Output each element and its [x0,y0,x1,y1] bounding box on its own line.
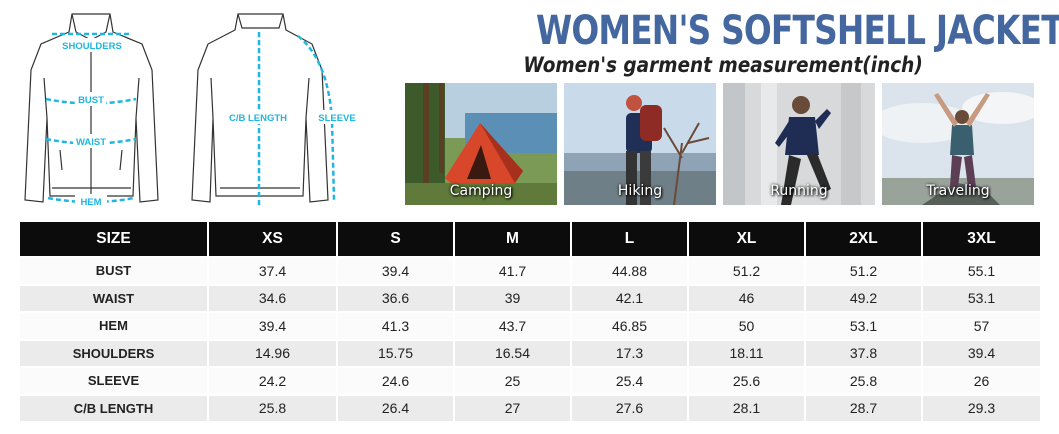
page-title: WOMEN'S SOFTSHELL JACKET [535,8,1059,54]
label-hem: HEM [80,197,101,208]
table-cell: 55.1 [922,256,1040,285]
row-label: WAIST [20,283,209,312]
row-label: HEM [20,311,209,340]
activity-photo-traveling: Traveling [882,83,1034,205]
jacket-measurement-diagram: SHOULDERS BUST WAIST HEM C/B LENGTH SLEE… [24,13,356,208]
row-label: BUST [20,256,209,285]
table-cell: 53.1 [922,283,1040,312]
table-cell: 27.6 [571,393,689,421]
table-cell: 24.6 [337,366,455,395]
label-waist: WAIST [76,137,106,148]
size-chart-table: SIZE XS S M L XL 2XL 3XL BUST 37.4 39.4 … [20,222,1040,421]
table-header-row: SIZE XS S M L XL 2XL 3XL [20,222,1040,257]
table-row: HEM 39.4 41.3 43.7 46.85 50 53.1 57 [20,311,1040,340]
table-cell: 36.6 [337,283,455,312]
column-header: L [571,222,689,257]
table-row: BUST 37.4 39.4 41.7 44.88 51.2 51.2 55.1 [20,256,1040,285]
table-cell: 17.3 [571,338,689,367]
table-cell: 25.6 [688,366,806,395]
camping-scene [405,83,557,205]
column-header: 3XL [922,222,1040,257]
table-cell: 25.8 [208,393,338,421]
activity-photo-camping: Camping [405,83,557,205]
row-label: C/B LENGTH [20,393,209,421]
row-label: SHOULDERS [20,338,209,367]
table-cell: 39.4 [337,256,455,285]
table-cell: 39 [454,283,572,312]
table-cell: 29.3 [922,393,1040,421]
table-cell: 26.4 [337,393,455,421]
column-header: XL [688,222,806,257]
label-shoulders: SHOULDERS [62,41,122,52]
table-cell: 49.2 [805,283,923,312]
table-cell: 28.7 [805,393,923,421]
table-row: SLEEVE 24.2 24.6 25 25.4 25.6 25.8 26 [20,366,1040,395]
table-cell: 25 [454,366,572,395]
table-row: WAIST 34.6 36.6 39 42.1 46 49.2 53.1 [20,283,1040,312]
table-cell: 41.3 [337,311,455,340]
table-cell: 51.2 [688,256,806,285]
table-cell: 41.7 [454,256,572,285]
table-cell: 24.2 [208,366,338,395]
table-cell: 25.8 [805,366,923,395]
table-cell: 46 [688,283,806,312]
column-header: XS [208,222,338,257]
activity-label-running: Running [770,183,828,199]
table-cell: 46.85 [571,311,689,340]
table-cell: 14.96 [208,338,338,367]
table-cell: 27 [454,393,572,421]
table-cell: 37.8 [805,338,923,367]
label-sleeve: SLEEVE [318,113,356,124]
table-cell: 51.2 [805,256,923,285]
table-cell: 53.1 [805,311,923,340]
table-cell: 37.4 [208,256,338,285]
activity-label-hiking: Hiking [617,183,663,199]
activity-photo-hiking: Hiking [564,83,716,205]
label-bust: BUST [78,95,104,106]
label-cb-length: C/B LENGTH [229,113,287,124]
table-cell: 44.88 [571,256,689,285]
hiking-scene [564,83,716,205]
table-cell: 57 [922,311,1040,340]
jacket-front-drawing [24,13,159,203]
table-cell: 42.1 [571,283,689,312]
table-row: SHOULDERS 14.96 15.75 16.54 17.3 18.11 3… [20,338,1040,367]
page-subtitle: Women's garment measurement(inch) [523,53,923,77]
table-cell: 39.4 [208,311,338,340]
table-row: C/B LENGTH 25.8 26.4 27 27.6 28.1 28.7 2… [20,393,1040,421]
activity-label-traveling: Traveling [926,183,990,199]
row-label: SLEEVE [20,366,209,395]
activity-photo-running: Running [723,83,875,205]
table-cell: 28.1 [688,393,806,421]
table-cell: 26 [922,366,1040,395]
table-cell: 34.6 [208,283,338,312]
table-cell: 25.4 [571,366,689,395]
table-cell: 15.75 [337,338,455,367]
column-header: SIZE [20,222,209,257]
column-header: S [337,222,455,257]
table-cell: 16.54 [454,338,572,367]
running-scene [723,83,875,205]
table-cell: 39.4 [922,338,1040,367]
table-cell: 18.11 [688,338,806,367]
table-cell: 50 [688,311,806,340]
column-header: 2XL [805,222,923,257]
table-cell: 43.7 [454,311,572,340]
activity-label-camping: Camping [449,183,513,199]
measurement-label-boxes [58,38,356,208]
traveling-scene [882,83,1034,205]
column-header: M [454,222,572,257]
